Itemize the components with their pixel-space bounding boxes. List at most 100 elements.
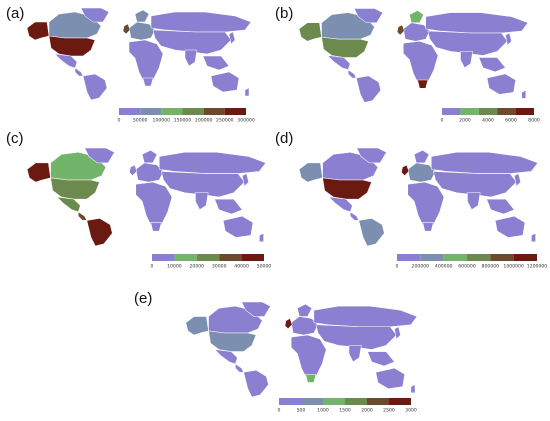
- region-japan: [505, 32, 512, 46]
- region-japan: [228, 31, 236, 45]
- legend-swatch: [443, 254, 467, 261]
- region-africa: [135, 181, 173, 230]
- map-panel-d: (d) 0 200000 400000 600000 800000 1000000 1200…: [275, 130, 550, 275]
- legend-swatch: [515, 108, 534, 115]
- region-japan: [394, 326, 401, 340]
- region-asia: [161, 171, 245, 198]
- color-legend: 0 2000 4000 6000 8000: [441, 108, 540, 124]
- region-southam: [355, 75, 382, 103]
- map-panel-c: (c) 0 10000 20000 30000 40000 50000: [0, 130, 275, 270]
- region-russia: [150, 11, 252, 33]
- region-uk: [129, 164, 138, 177]
- legend-swatch: [241, 254, 264, 261]
- world-map: [185, 301, 418, 398]
- legend-swatch: [140, 108, 162, 115]
- legend-swatch: [442, 108, 461, 115]
- region-scandinavia: [409, 10, 425, 24]
- region-greenland: [84, 147, 115, 164]
- region-seasia: [486, 198, 515, 215]
- world-map: [26, 7, 252, 101]
- legend-swatch: [152, 254, 175, 261]
- legend-swatch: [490, 254, 514, 261]
- legend-swatch: [174, 254, 197, 261]
- region-centam: [349, 211, 360, 221]
- region-russia: [425, 12, 529, 34]
- region-southafrica: [422, 222, 434, 232]
- legend-swatch: [161, 108, 183, 115]
- region-asia: [433, 171, 517, 198]
- region-russia: [158, 151, 267, 174]
- region-southafrica: [417, 79, 429, 89]
- legend-tick-label: 0: [118, 118, 121, 124]
- legend-tick-label: 0: [441, 118, 444, 124]
- legend-tick-label: 2000: [459, 118, 471, 124]
- region-australia: [222, 215, 254, 238]
- region-russia: [313, 305, 418, 328]
- legend-tick-label: 500: [297, 408, 306, 414]
- legend-tick-label: 30000: [212, 264, 227, 270]
- legend-tick-label: 0: [396, 264, 399, 270]
- legend-tick-label: 3000: [405, 408, 417, 414]
- region-usa: [321, 36, 369, 58]
- legend-tick-label: 50000: [133, 118, 148, 124]
- region-southafrica: [150, 222, 162, 232]
- legend-tick-label: 1500: [339, 408, 351, 414]
- region-europe: [407, 162, 436, 183]
- region-nz: [259, 232, 264, 243]
- legend-tick-label: 400000: [435, 264, 453, 270]
- panel-label: (a): [6, 5, 25, 22]
- region-scandinavia: [413, 149, 430, 164]
- legend-swatch: [497, 108, 516, 115]
- legend-tick-label: 150000: [174, 118, 192, 124]
- color-legend: 0 50000 100000 150000 200000 250000 300000: [118, 108, 255, 124]
- legend-tick-label: 0: [151, 264, 154, 270]
- region-japan: [514, 173, 521, 187]
- region-uk: [401, 164, 410, 177]
- region-seasia: [367, 351, 395, 367]
- legend-tick-label: 0: [278, 408, 281, 414]
- region-scandinavia: [134, 9, 150, 23]
- legend-tick-label: 40000: [234, 264, 249, 270]
- legend-tick-label: 1000000: [503, 264, 524, 270]
- region-europe: [135, 162, 164, 183]
- legend-tick-label: 600000: [458, 264, 476, 270]
- legend-tick-label: 800000: [482, 264, 500, 270]
- region-nz: [410, 384, 416, 394]
- region-india: [184, 49, 198, 67]
- region-australia: [486, 73, 516, 95]
- region-usa: [50, 177, 100, 200]
- region-australia: [375, 367, 406, 390]
- region-asia: [315, 324, 397, 350]
- color-legend: 0 500 1000 1500 2000 2500 3000: [278, 398, 417, 414]
- color-legend: 0 200000 400000 600000 800000 1000000 1200000: [396, 254, 547, 270]
- region-seasia: [214, 198, 243, 215]
- color-legend: 0 10000 20000 30000 40000 50000: [151, 254, 271, 270]
- region-greenland: [356, 147, 387, 164]
- region-greenland: [80, 7, 110, 23]
- legend-tick-label: 50000: [257, 264, 272, 270]
- region-africa: [403, 40, 439, 87]
- region-europe: [402, 22, 431, 42]
- region-seasia: [202, 55, 230, 71]
- region-centam: [74, 67, 84, 77]
- legend-swatch: [119, 108, 141, 115]
- legend-swatch: [345, 398, 367, 405]
- legend-swatch: [478, 108, 498, 115]
- legend-tick-label: 20000: [189, 264, 204, 270]
- region-southam: [82, 73, 108, 101]
- legend-swatch: [323, 398, 345, 405]
- legend-tick-label: 100000: [153, 118, 171, 124]
- region-australia: [210, 71, 240, 93]
- region-europe: [128, 21, 156, 41]
- legend-tick-label: 2000: [361, 408, 373, 414]
- world-map: [298, 147, 539, 247]
- region-africa: [407, 181, 445, 230]
- region-usa: [208, 330, 257, 352]
- region-centam: [77, 211, 88, 221]
- region-india: [195, 192, 209, 211]
- region-uk: [122, 23, 131, 35]
- world-map: [26, 147, 267, 247]
- legend-swatch: [460, 108, 479, 115]
- legend-tick-label: 200000: [412, 264, 430, 270]
- legend-swatch: [224, 108, 246, 115]
